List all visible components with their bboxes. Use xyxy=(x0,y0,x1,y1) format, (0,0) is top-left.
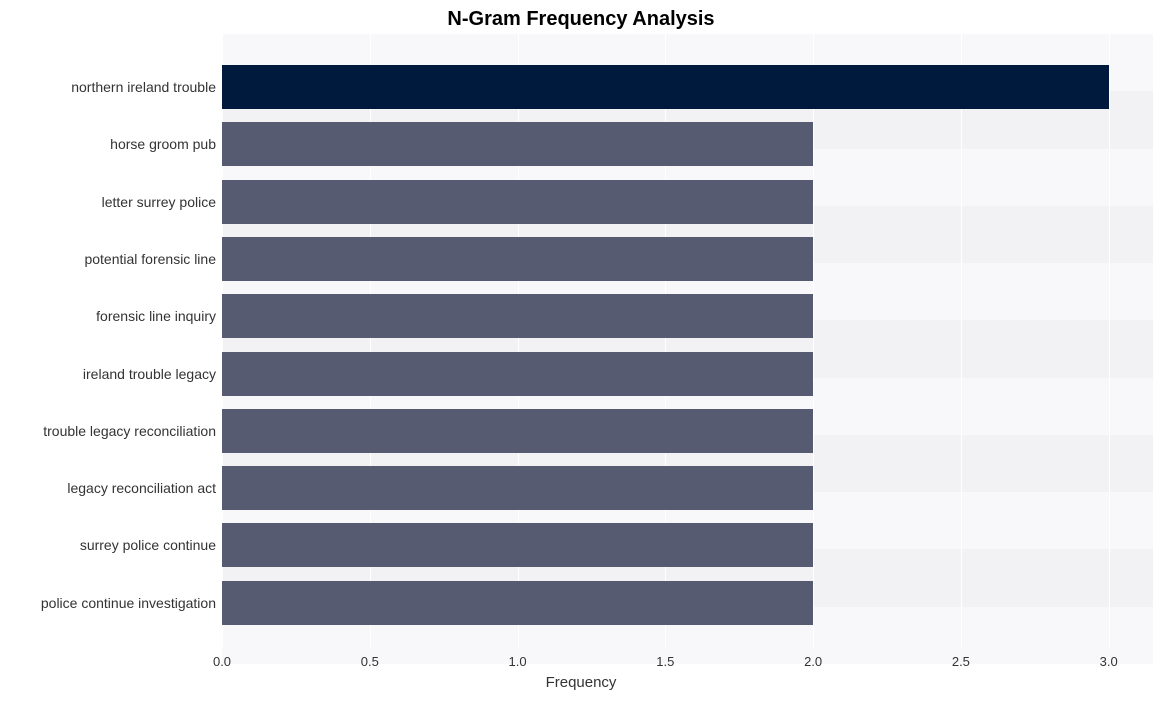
bar xyxy=(222,237,813,281)
y-tick-label: northern ireland trouble xyxy=(71,79,216,95)
plot-area xyxy=(222,34,1153,648)
y-tick-label: surrey police continue xyxy=(80,537,216,553)
bar xyxy=(222,352,813,396)
y-tick-label: ireland trouble legacy xyxy=(83,366,216,382)
y-tick-label: police continue investigation xyxy=(41,595,216,611)
ngram-chart: N-Gram Frequency Analysis Frequency nort… xyxy=(0,0,1162,701)
x-axis-label: Frequency xyxy=(0,674,1162,691)
y-tick-label: forensic line inquiry xyxy=(96,308,216,324)
bar xyxy=(222,294,813,338)
x-tick-label: 2.5 xyxy=(952,654,970,669)
bar xyxy=(222,65,1109,109)
y-tick-label: potential forensic line xyxy=(84,251,216,267)
y-tick-label: trouble legacy reconciliation xyxy=(43,423,216,439)
y-tick-label: legacy reconciliation act xyxy=(67,480,216,496)
y-tick-label: letter surrey police xyxy=(102,194,216,210)
chart-title: N-Gram Frequency Analysis xyxy=(0,8,1162,31)
v-gridline xyxy=(1109,34,1110,648)
x-tick-label: 1.0 xyxy=(509,654,527,669)
bar xyxy=(222,523,813,567)
x-tick-label: 3.0 xyxy=(1100,654,1118,669)
bar xyxy=(222,581,813,625)
bar xyxy=(222,409,813,453)
bar xyxy=(222,466,813,510)
x-tick-label: 0.5 xyxy=(361,654,379,669)
x-tick-label: 0.0 xyxy=(213,654,231,669)
y-tick-label: horse groom pub xyxy=(110,136,216,152)
v-gridline xyxy=(813,34,814,648)
x-tick-label: 2.0 xyxy=(804,654,822,669)
v-gridline xyxy=(961,34,962,648)
bar xyxy=(222,180,813,224)
bar xyxy=(222,122,813,166)
x-tick-label: 1.5 xyxy=(656,654,674,669)
